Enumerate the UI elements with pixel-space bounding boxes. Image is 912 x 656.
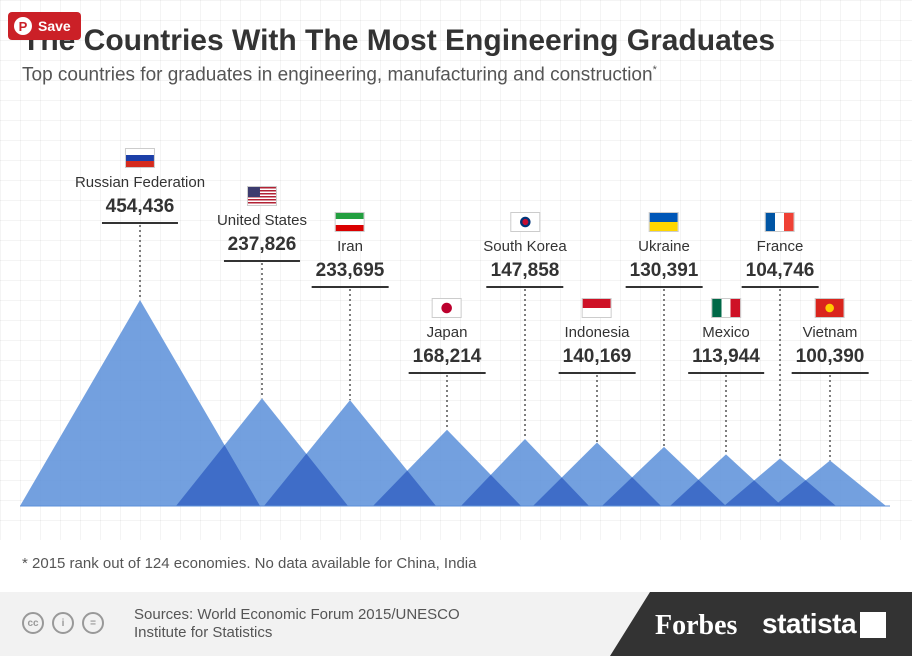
overlap-5 [533,477,589,506]
flag-russia-icon [124,148,155,168]
triangle-russian-federation [20,300,260,506]
save-button-label: Save [38,18,71,34]
label-japan: Japan 168,214 [408,298,486,374]
statista-mark-icon [860,612,886,638]
country-label: South Korea [483,238,567,255]
overlap-1 [176,445,260,506]
flag-ukraine-icon [649,212,679,232]
overlap-8 [724,480,782,506]
license-icons: cc i = [22,612,104,634]
value-label: 237,826 [223,234,301,262]
value-label: 100,390 [791,346,869,374]
country-label: Japan [426,324,468,341]
chart-area [20,225,890,507]
cc-icon: cc [22,612,44,634]
flag-japan-icon [432,298,462,318]
label-united-states: United States 237,826 [217,186,307,262]
label-mexico: Mexico 113,944 [688,298,764,374]
label-france: France 104,746 [741,212,819,288]
value-label: 168,214 [408,346,486,374]
overlap-9 [774,480,836,506]
overlap-6 [602,477,661,506]
chart-title: The Countries With The Most Engineering … [22,24,776,57]
value-label: 454,436 [101,196,179,224]
overlap-2 [264,453,348,506]
country-label: Indonesia [564,324,630,341]
subtitle-text: Top countries for graduates in engineeri… [22,64,653,86]
chart-subtitle: Top countries for graduates in engineeri… [22,64,657,86]
country-label: France [756,238,804,255]
subtitle-asterisk: * [652,64,657,76]
save-button[interactable]: P Save [8,12,81,40]
overlap-4 [461,474,521,506]
flag-mexico-icon [710,298,741,318]
statista-logo: statista [762,608,857,639]
forbes-logo: Forbes [655,610,738,641]
value-label: 130,391 [625,260,703,288]
label-indonesia: Indonesia 140,169 [558,298,636,374]
country-label: Ukraine [638,238,690,255]
sources: Sources: World Economic Forum 2015/UNESC… [134,606,460,642]
country-label: Iran [337,238,363,255]
value-label: 147,858 [486,260,564,288]
value-label: 233,695 [311,260,389,288]
flag-indonesia-icon [582,298,612,318]
label-south-korea: South Korea 147,858 [483,212,567,288]
country-label: Russian Federation [74,174,206,191]
flag-south-korea-icon [510,212,540,232]
label-ukraine: Ukraine 130,391 [625,212,703,288]
overlap-3 [373,470,436,506]
by-icon: i [52,612,74,634]
overlap-7 [670,479,726,506]
flag-iran-icon [335,212,365,232]
value-label: 140,169 [558,346,636,374]
flag-france-icon [765,212,795,232]
country-label: Vietnam [802,324,858,341]
country-label: Mexico [702,324,750,341]
flag-usa-icon [247,186,277,206]
sources-line-1: Sources: World Economic Forum 2015/UNESC… [134,606,460,623]
nd-icon: = [82,612,104,634]
country-label: United States [216,212,308,229]
sources-line-2: Institute for Statistics [134,624,273,641]
value-label: 113,944 [688,346,764,374]
pinterest-icon: P [14,17,32,35]
value-label: 104,746 [741,260,819,288]
label-iran: Iran 233,695 [311,212,389,288]
label-vietnam: Vietnam 100,390 [791,298,869,374]
label-russian-federation: Russian Federation 454,436 [75,148,205,224]
flag-vietnam-icon [815,298,845,318]
footnote: * 2015 rank out of 124 economies. No dat… [22,555,477,572]
